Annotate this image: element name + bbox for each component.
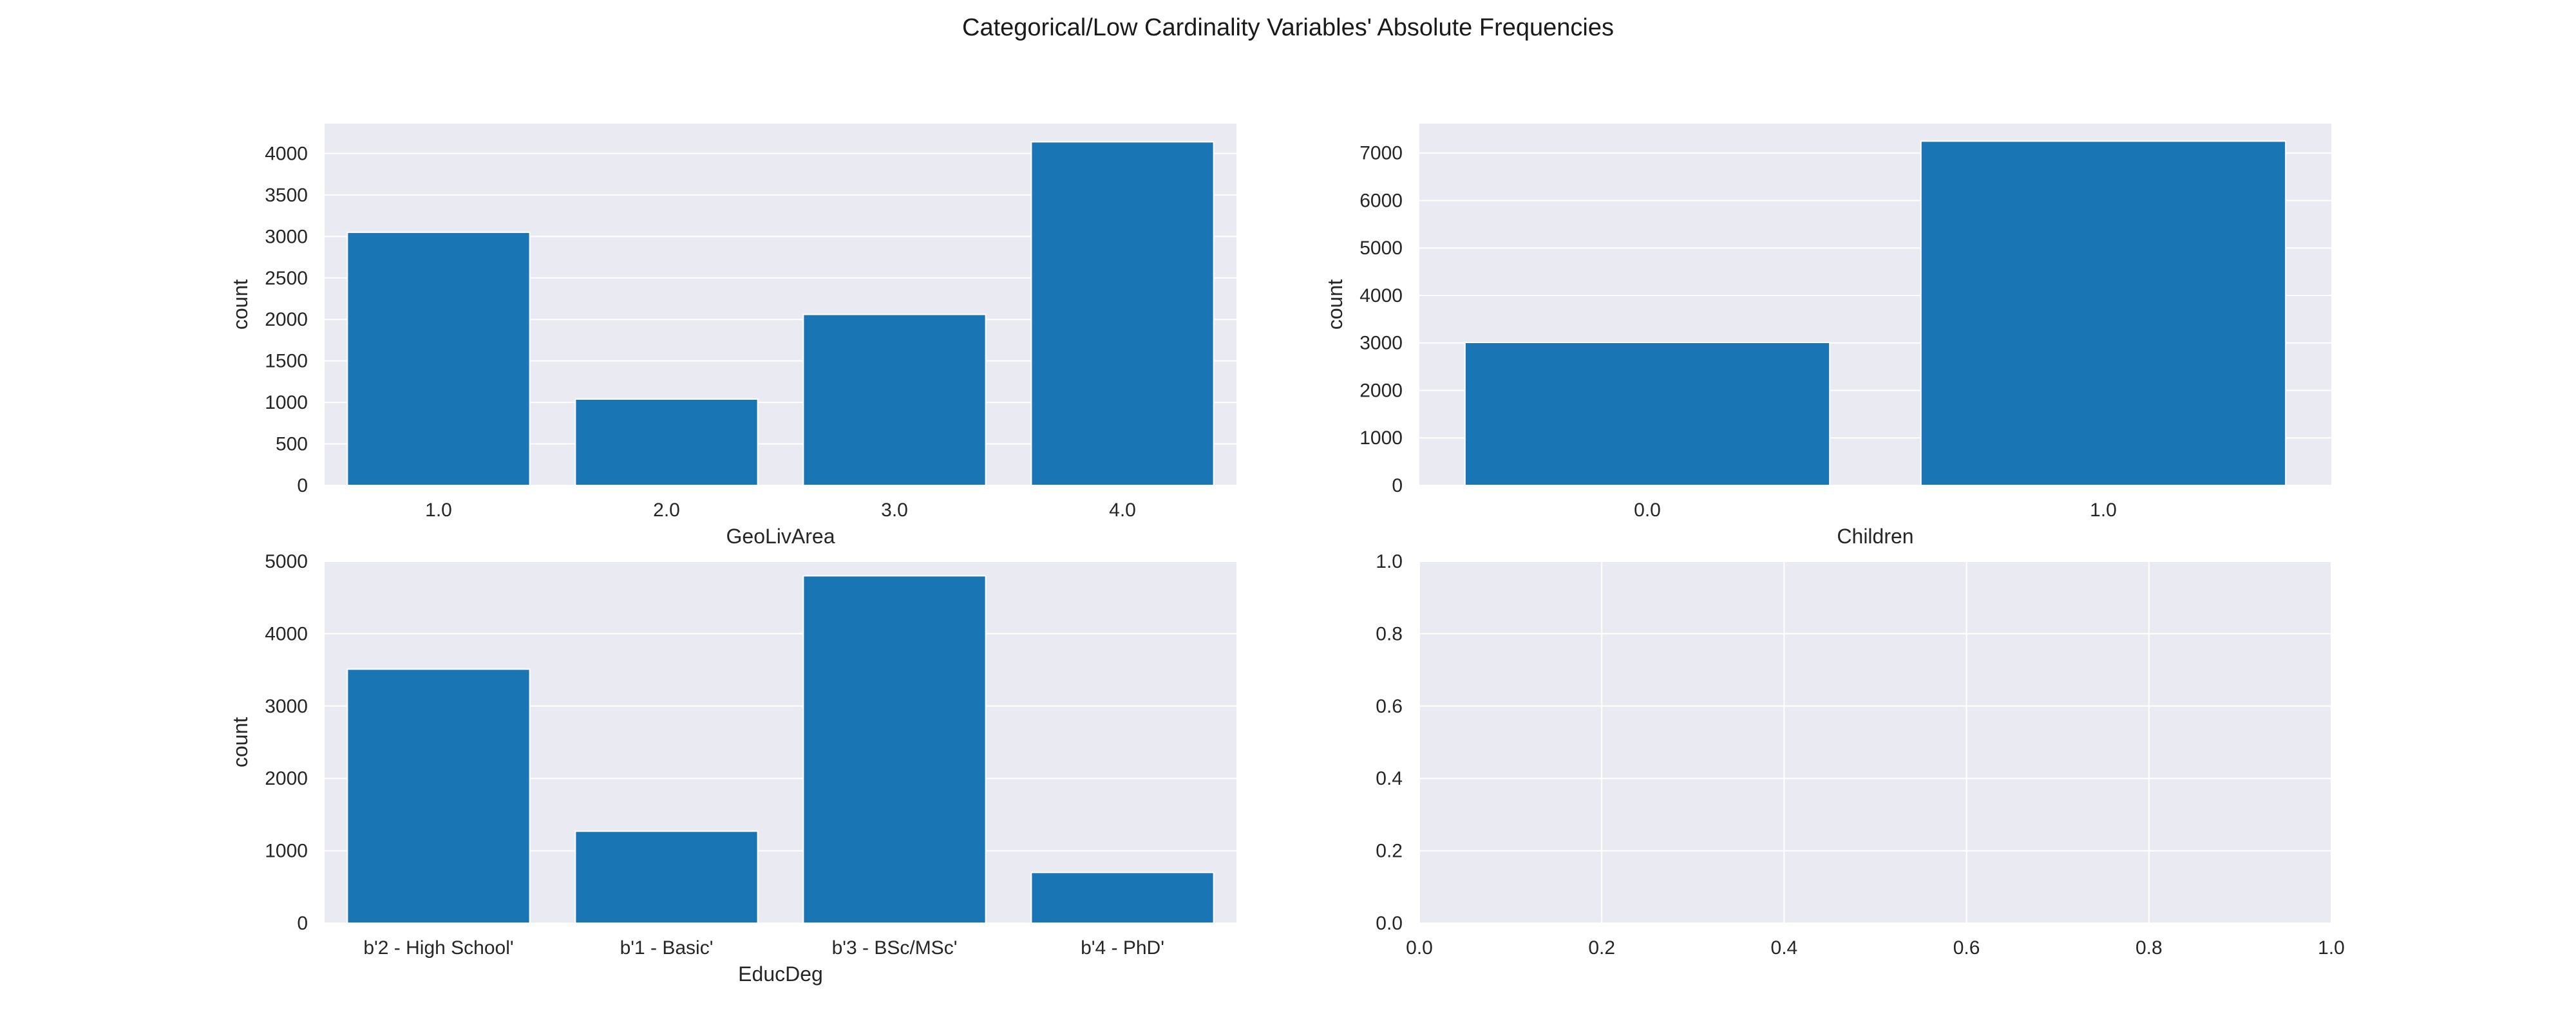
y-tick-label: 0 [297, 913, 308, 934]
y-tick-label: 0.2 [1376, 841, 1403, 862]
x-tick-label: b'2 - High School' [363, 937, 513, 959]
x-axis-label: GeoLivArea [726, 525, 835, 548]
y-tick-label: 0.8 [1376, 623, 1403, 644]
subplot-empty: 0.0 0.2 0.4 0.6 0.8 1.0 0.0 0.2 0.4 0.6 0.8 1.0 [1376, 551, 2345, 959]
x-tick-label: 0.0 [1406, 937, 1433, 959]
y-tick-label: 4000 [265, 143, 308, 164]
y-tick-label: 2500 [265, 268, 308, 289]
y-tick-label: 6000 [1359, 190, 1403, 211]
y-tick-label: 1000 [265, 841, 308, 862]
y-tick-label: 1.0 [1376, 551, 1403, 572]
y-tick-label: 0.6 [1376, 696, 1403, 717]
x-tick-label: 0.8 [2136, 937, 2163, 959]
x-tick-label: 0.4 [1771, 937, 1798, 959]
x-tick-label: 1.0 [2090, 500, 2117, 521]
y-tick-label: 3000 [265, 226, 308, 247]
y-tick-label: 0 [1392, 475, 1403, 496]
y-tick-label: 3000 [265, 696, 308, 717]
y-tick-label: 2000 [1359, 380, 1403, 401]
plot-background [1419, 561, 2331, 923]
bar-1-0[interactable] [346, 231, 531, 486]
subplot-educdeg: 0 1000 2000 3000 4000 5000 b'2 - High School' b… [229, 551, 1236, 986]
bar-b-3-bsc-msc[interactable] [802, 575, 987, 924]
y-axis-label: count [229, 717, 252, 767]
subplot-geolivarea: 0 500 1000 1500 2000 2500 3000 3500 4000 1.0 2.0 3.… [229, 124, 1236, 548]
subplot-children: 0 1000 2000 3000 4000 5000 6000 7000 0.0 1.0 Child… [1323, 124, 2331, 548]
y-tick-label: 0.4 [1376, 768, 1403, 789]
x-axis-label: EducDeg [738, 962, 823, 986]
y-tick-label: 4000 [265, 623, 308, 644]
x-tick-label: 1.0 [2318, 937, 2345, 959]
y-axis-label: count [1323, 279, 1347, 330]
y-tick-label: 500 [276, 434, 308, 455]
y-tick-label: 2000 [265, 768, 308, 789]
bar-1-0[interactable] [1920, 140, 2287, 487]
bar-3-0[interactable] [802, 314, 987, 486]
y-tick-label: 3000 [1359, 333, 1403, 354]
x-tick-label: b'1 - Basic' [620, 937, 714, 959]
y-tick-label: 5000 [265, 551, 308, 572]
x-tick-label: 0.6 [1953, 937, 1980, 959]
bar-b-1-basic[interactable] [574, 830, 759, 924]
x-tick-label: b'3 - BSc/MSc' [832, 937, 958, 959]
y-tick-label: 3500 [265, 185, 308, 206]
x-tick-label: 0.2 [1588, 937, 1615, 959]
y-tick-label: 1500 [265, 351, 308, 372]
x-axis-label: Children [1837, 525, 1913, 548]
y-tick-label: 1000 [265, 392, 308, 413]
bar-b-4-phd[interactable] [1030, 872, 1215, 924]
bar-b-2-high-school[interactable] [346, 668, 531, 924]
x-tick-label: 1.0 [425, 500, 452, 521]
y-tick-label: 1000 [1359, 427, 1403, 449]
y-tick-label: 7000 [1359, 143, 1403, 164]
y-tick-label: 0 [297, 475, 308, 496]
y-tick-label: 4000 [1359, 285, 1403, 306]
x-tick-label: b'4 - PhD' [1081, 937, 1164, 959]
bar-0-0[interactable] [1464, 342, 1831, 486]
y-tick-label: 2000 [265, 309, 308, 330]
x-tick-label: 2.0 [653, 500, 680, 521]
x-tick-label: 3.0 [881, 500, 908, 521]
y-axis-label: count [229, 279, 252, 330]
x-tick-label: 4.0 [1109, 500, 1136, 521]
bar-4-0[interactable] [1030, 141, 1215, 487]
x-tick-label: 0.0 [1634, 500, 1661, 521]
bar-2-0[interactable] [574, 398, 759, 486]
figure-title: Categorical/Low Cardinality Variables' A… [962, 14, 1614, 41]
y-tick-label: 0.0 [1376, 913, 1403, 934]
y-tick-label: 5000 [1359, 238, 1403, 259]
